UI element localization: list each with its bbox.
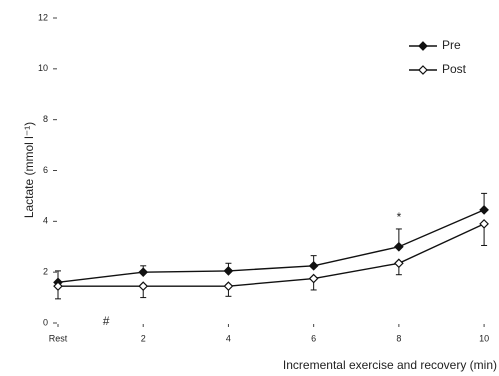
y-tick-label: 12 (38, 12, 48, 22)
legend-label: Pre (442, 38, 461, 52)
marker (138, 267, 149, 278)
marker (394, 258, 404, 269)
marker (394, 241, 404, 252)
marker (308, 260, 319, 271)
marker (138, 281, 149, 291)
y-tick-label: 0 (43, 317, 48, 327)
y-tick-label: 8 (43, 114, 48, 124)
line (57, 209, 485, 284)
marker (223, 281, 234, 291)
y-axis-label: Lactate (mmol l⁻¹) (22, 122, 36, 218)
x-tick-label: 4 (226, 333, 231, 343)
annotation: # (103, 314, 110, 328)
y-tick-label: 10 (38, 63, 48, 73)
marker (479, 205, 489, 215)
marker (223, 266, 234, 276)
legend-marker (418, 65, 428, 75)
x-tick-label: 10 (479, 333, 489, 343)
y-tick-label: 2 (43, 267, 48, 277)
annotation: * (397, 210, 402, 224)
line (58, 223, 485, 287)
x-tick-label: 6 (311, 333, 316, 343)
y-tick-label: 6 (43, 165, 48, 175)
marker (53, 281, 63, 291)
legend-label: Post (442, 62, 467, 76)
marker (479, 219, 489, 229)
x-axis-label: Incremental exercise and recovery (min) (283, 358, 497, 372)
x-tick-label: Rest (49, 333, 68, 343)
legend-marker (418, 41, 428, 51)
y-tick-label: 4 (43, 216, 48, 226)
marker (308, 273, 319, 284)
x-tick-label: 8 (396, 333, 401, 343)
x-tick-label: 2 (141, 333, 146, 343)
